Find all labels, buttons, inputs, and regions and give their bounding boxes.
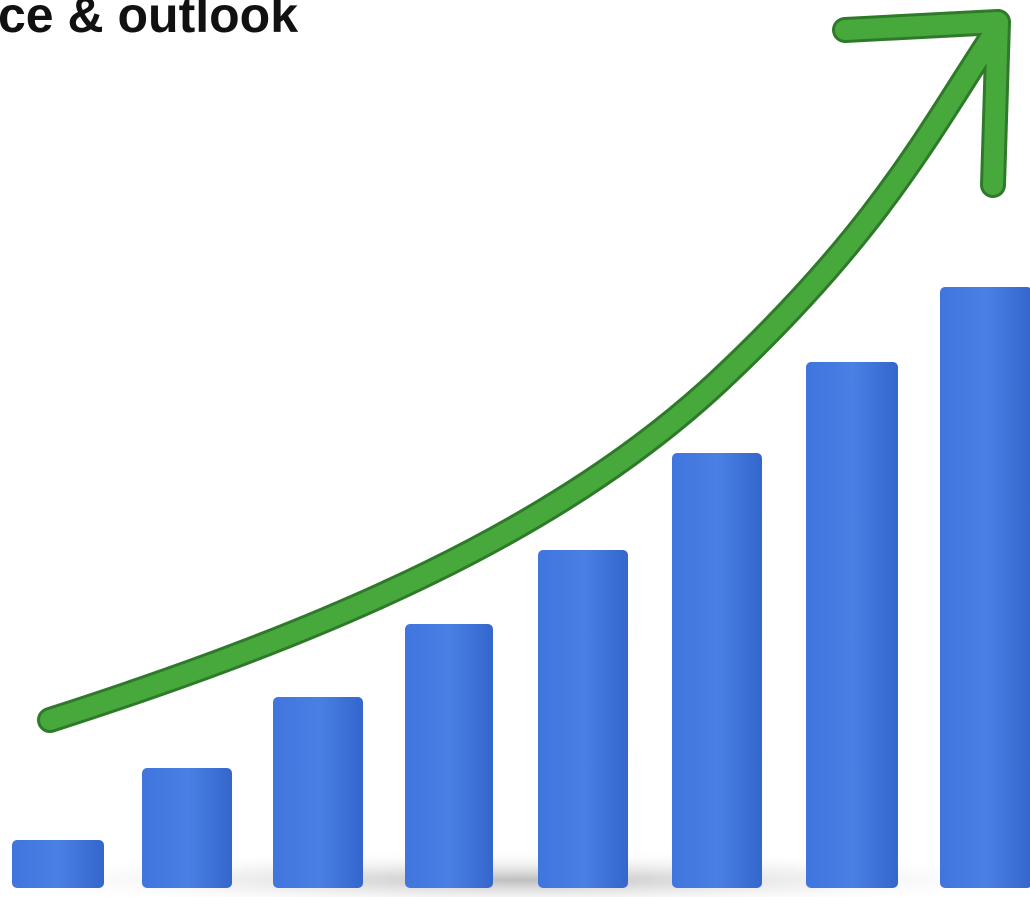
floor-shadow <box>0 850 1030 897</box>
bar <box>672 453 762 888</box>
bar <box>538 550 628 888</box>
bar <box>12 840 104 888</box>
arrow-head <box>835 12 1008 195</box>
bar <box>806 362 898 888</box>
bar <box>940 287 1030 888</box>
bar <box>273 697 363 888</box>
bars <box>12 287 1030 888</box>
bar <box>142 768 232 888</box>
arrow-shaft <box>40 22 1005 730</box>
slide-title: ce & outlook <box>0 0 299 43</box>
arrow <box>37 9 1011 733</box>
bar <box>405 624 493 888</box>
